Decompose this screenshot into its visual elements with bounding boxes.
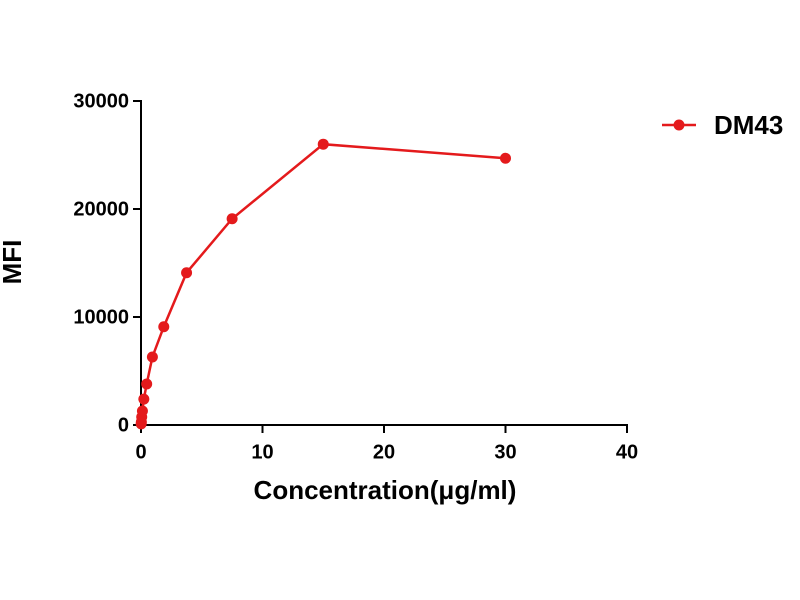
- data-line: [139, 142, 506, 425]
- y-tick-label: 30000: [73, 90, 129, 112]
- data-point: [158, 321, 170, 333]
- y-tick-label: 20000: [73, 198, 129, 220]
- x-tick-label: 10: [251, 441, 273, 463]
- data-point: [141, 378, 153, 390]
- data-point: [226, 213, 238, 225]
- x-tick-label: 20: [373, 441, 395, 463]
- y-tick-label: 10000: [73, 306, 129, 328]
- data-point: [138, 393, 150, 405]
- x-tick-label: 30: [494, 441, 516, 463]
- x-axis-title: Concentration(μg/ml): [254, 475, 517, 505]
- data-point: [146, 351, 158, 363]
- x-tick-label: 40: [616, 441, 638, 463]
- data-point: [136, 405, 148, 417]
- data-point: [317, 138, 329, 150]
- y-tick-label: 0: [118, 414, 129, 436]
- legend-marker: [673, 119, 685, 131]
- y-axis-title: MFI: [0, 240, 27, 285]
- x-tick-label: 0: [135, 441, 146, 463]
- data-point: [181, 267, 193, 279]
- data-point: [500, 152, 511, 164]
- legend-label: DM43: [714, 110, 783, 140]
